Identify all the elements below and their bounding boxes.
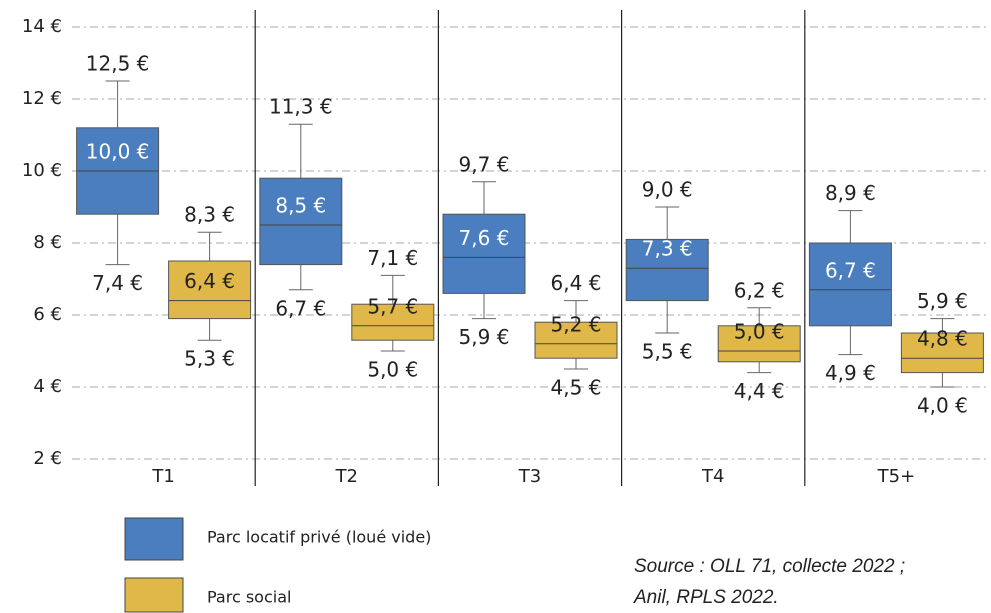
min-label: 5,5 € [642,340,693,364]
median-label: 7,3 € [642,237,693,261]
x-tick-label: T4 [701,466,724,487]
min-label: 6,7 € [275,296,326,320]
median-label: 6,7 € [825,258,876,282]
max-label: 9,7 € [459,152,510,176]
median-label: 5,2 € [551,312,602,336]
median-label: 10,0 € [86,140,150,164]
box [717,325,801,363]
median-label: 6,4 € [184,269,235,293]
max-label: 6,4 € [551,271,602,295]
median-label: 5,0 € [734,320,785,344]
y-tick-label: 10 € [22,160,62,181]
max-label: 11,3 € [269,95,333,119]
x-tick-label: T5+ [877,466,916,487]
source-line: Source : OLL 71, collecte 2022 ; [634,556,905,577]
box [168,260,252,320]
x-tick-label: T3 [518,466,541,487]
min-label: 5,3 € [184,347,235,371]
min-label: 4,0 € [917,394,968,418]
box [534,321,618,359]
x-tick-label: T2 [335,466,358,487]
max-label: 8,9 € [825,181,876,205]
y-tick-label: 2 € [33,448,62,469]
source-line: Anil, RPLS 2022. [633,587,779,608]
box [351,303,435,341]
box [808,242,892,327]
min-label: 4,9 € [825,361,876,385]
min-label: 5,9 € [459,325,510,349]
box [900,332,984,374]
min-label: 4,4 € [734,379,785,403]
median-label: 8,5 € [275,194,326,218]
legend-label: Parc locatif privé (loué vide) [207,528,431,547]
y-tick-label: 14 € [22,16,62,37]
median-label: 5,7 € [367,294,418,318]
y-tick-label: 4 € [33,376,62,397]
legend-swatch [124,517,184,561]
median-label: 7,6 € [459,226,510,250]
box [625,238,709,302]
min-label: 7,4 € [92,271,143,295]
min-label: 4,5 € [551,376,602,400]
max-label: 7,1 € [367,246,418,270]
box [259,177,343,266]
y-tick-label: 12 € [22,88,62,109]
legend-swatch [124,577,184,613]
legend-label: Parc social [207,588,291,607]
box [442,213,526,294]
y-tick-label: 6 € [33,304,62,325]
median-label: 4,8 € [917,327,968,351]
max-label: 9,0 € [642,178,693,202]
max-label: 12,5 € [86,52,150,76]
max-label: 8,3 € [184,203,235,227]
x-tick-label: T1 [151,466,174,487]
min-label: 5,0 € [367,358,418,382]
max-label: 6,2 € [734,278,785,302]
max-label: 5,9 € [917,289,968,313]
y-tick-label: 8 € [33,232,62,253]
